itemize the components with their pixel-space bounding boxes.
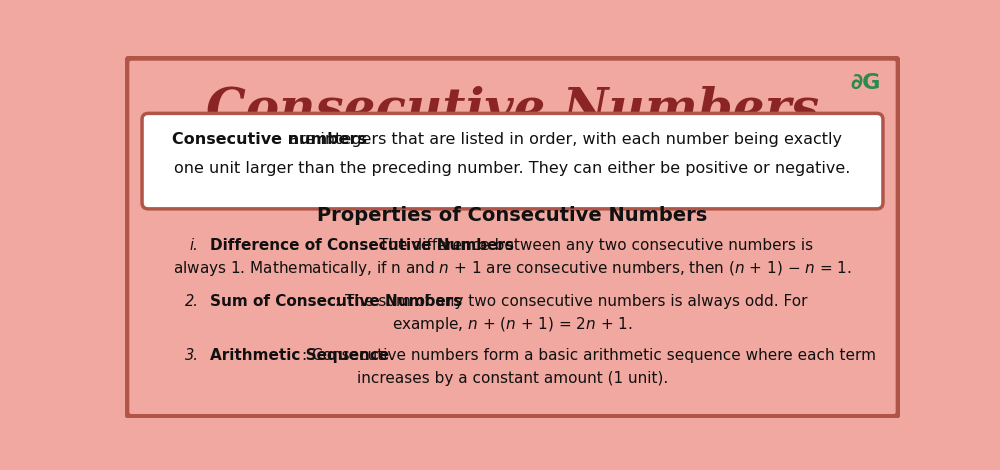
Text: increases by a constant amount (1 unit).: increases by a constant amount (1 unit).	[357, 371, 668, 386]
Text: one unit larger than the preceding number. They can either be positive or negati: one unit larger than the preceding numbe…	[174, 161, 851, 176]
Text: Consecutive Numbers: Consecutive Numbers	[206, 86, 819, 135]
Text: : Consecutive numbers form a basic arithmetic sequence where each term: : Consecutive numbers form a basic arith…	[302, 348, 876, 363]
Text: Arithmetic Sequence: Arithmetic Sequence	[210, 348, 390, 363]
Text: i.: i.	[190, 237, 199, 252]
FancyBboxPatch shape	[142, 113, 883, 209]
Text: 2.: 2.	[185, 294, 199, 309]
Text: Consecutive numbers: Consecutive numbers	[172, 132, 366, 147]
Text: example, $n$ + ($n$ + 1) = 2$n$ + 1.: example, $n$ + ($n$ + 1) = 2$n$ + 1.	[392, 315, 633, 334]
Text: are integers that are listed in order, with each number being exactly: are integers that are listed in order, w…	[284, 132, 842, 147]
Text: always 1. Mathematically, if n and $n$ + 1 are consecutive numbers, then ($n$ + : always 1. Mathematically, if n and $n$ +…	[173, 258, 852, 278]
FancyBboxPatch shape	[127, 58, 898, 417]
Text: : The difference between any two consecutive numbers is: : The difference between any two consecu…	[369, 237, 813, 252]
Text: : The sum of any two consecutive numbers is always odd. For: : The sum of any two consecutive numbers…	[335, 294, 808, 309]
Text: Difference of Consecutive Numbers: Difference of Consecutive Numbers	[210, 237, 514, 252]
Text: 3.: 3.	[185, 348, 199, 363]
Text: Properties of Consecutive Numbers: Properties of Consecutive Numbers	[317, 206, 708, 225]
Text: Sum of Consecutive Numbers: Sum of Consecutive Numbers	[210, 294, 462, 309]
Text: ∂G: ∂G	[850, 73, 880, 94]
